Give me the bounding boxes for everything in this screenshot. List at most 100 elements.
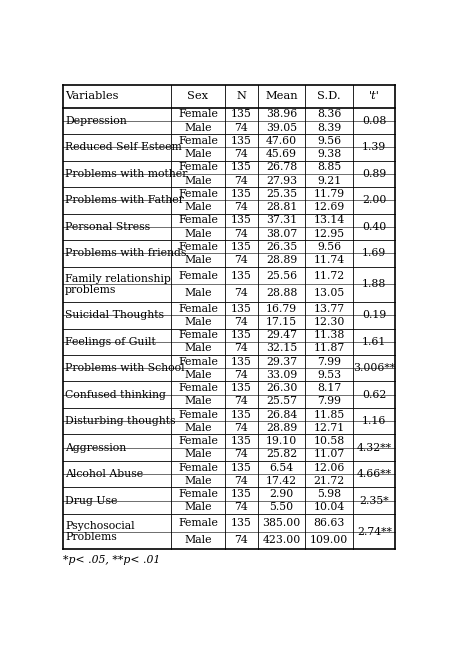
Text: Male: Male — [184, 502, 212, 513]
Text: 13.14: 13.14 — [314, 215, 345, 226]
Text: Female: Female — [178, 410, 218, 420]
Text: S.D.: S.D. — [318, 91, 341, 102]
Text: 0.08: 0.08 — [362, 116, 386, 126]
Text: 135: 135 — [231, 436, 252, 446]
Text: Female: Female — [178, 242, 218, 252]
Text: 28.89: 28.89 — [266, 423, 297, 433]
Text: 13.05: 13.05 — [314, 288, 345, 298]
Text: Male: Male — [184, 370, 212, 380]
Text: Depression: Depression — [65, 116, 127, 126]
Text: 135: 135 — [231, 356, 252, 367]
Text: Female: Female — [178, 330, 218, 340]
Text: 1.39: 1.39 — [362, 143, 386, 152]
Text: 1.69: 1.69 — [362, 248, 386, 259]
Text: Female: Female — [178, 489, 218, 499]
Text: Psychosocial
Problems: Psychosocial Problems — [65, 521, 135, 542]
Text: 1.16: 1.16 — [362, 416, 386, 426]
Text: 2.74**: 2.74** — [357, 527, 392, 537]
Text: Aggression: Aggression — [65, 443, 127, 453]
Text: 28.89: 28.89 — [266, 255, 297, 265]
Text: Female: Female — [178, 518, 218, 527]
Text: 135: 135 — [231, 189, 252, 199]
Text: 11.85: 11.85 — [314, 410, 345, 420]
Text: 0.62: 0.62 — [362, 389, 386, 400]
Text: Female: Female — [178, 215, 218, 226]
Text: 74: 74 — [234, 535, 248, 546]
Text: 33.09: 33.09 — [266, 370, 297, 380]
Text: 5.50: 5.50 — [269, 502, 293, 513]
Text: Male: Male — [184, 176, 212, 185]
Text: 25.57: 25.57 — [266, 397, 297, 406]
Text: Female: Female — [178, 383, 218, 393]
Text: 39.05: 39.05 — [266, 122, 297, 133]
Text: 4.32**: 4.32** — [357, 443, 392, 453]
Text: 29.47: 29.47 — [266, 330, 297, 340]
Text: Problems with friends: Problems with friends — [65, 248, 186, 259]
Text: 74: 74 — [234, 502, 248, 513]
Text: 3.006**: 3.006** — [353, 364, 395, 373]
Text: 74: 74 — [234, 343, 248, 353]
Text: 86.63: 86.63 — [314, 518, 345, 527]
Text: 12.95: 12.95 — [314, 229, 345, 238]
Text: 12.30: 12.30 — [314, 317, 345, 327]
Text: Female: Female — [178, 304, 218, 314]
Text: 32.15: 32.15 — [266, 343, 297, 353]
Text: 9.56: 9.56 — [317, 242, 341, 252]
Text: 6.54: 6.54 — [269, 463, 293, 472]
Text: 17.15: 17.15 — [266, 317, 297, 327]
Text: Female: Female — [178, 436, 218, 446]
Text: 26.30: 26.30 — [266, 383, 297, 393]
Text: 135: 135 — [231, 110, 252, 119]
Text: Male: Male — [184, 449, 212, 459]
Text: 11.38: 11.38 — [314, 330, 345, 340]
Text: Problems with School: Problems with School — [65, 364, 185, 373]
Text: Problems with mother: Problems with mother — [65, 169, 188, 179]
Text: Problems with Father: Problems with Father — [65, 196, 184, 205]
Text: 47.60: 47.60 — [266, 136, 297, 146]
Text: 74: 74 — [234, 229, 248, 238]
Text: 26.78: 26.78 — [266, 163, 297, 172]
Text: Female: Female — [178, 110, 218, 119]
Text: 29.37: 29.37 — [266, 356, 297, 367]
Text: 7.99: 7.99 — [317, 356, 341, 367]
Text: Male: Male — [184, 122, 212, 133]
Text: Male: Male — [184, 288, 212, 298]
Text: 9.53: 9.53 — [317, 370, 341, 380]
Text: Male: Male — [184, 343, 212, 353]
Text: 1.61: 1.61 — [362, 337, 386, 347]
Text: 1.88: 1.88 — [362, 279, 386, 290]
Text: 9.56: 9.56 — [317, 136, 341, 146]
Text: 28.88: 28.88 — [266, 288, 297, 298]
Text: Feelings of Guilt: Feelings of Guilt — [65, 337, 156, 347]
Text: 0.89: 0.89 — [362, 169, 386, 179]
Text: Alcohol Abuse: Alcohol Abuse — [65, 469, 143, 480]
Text: 74: 74 — [234, 397, 248, 406]
Text: 9.21: 9.21 — [317, 176, 341, 185]
Text: 423.00: 423.00 — [263, 535, 301, 546]
Text: Female: Female — [178, 189, 218, 199]
Text: *p< .05, **p< .01: *p< .05, **p< .01 — [63, 555, 160, 565]
Text: 385.00: 385.00 — [263, 518, 301, 527]
Text: Reduced Self Esteem: Reduced Self Esteem — [65, 143, 182, 152]
Text: 't': 't' — [369, 91, 380, 102]
Text: Male: Male — [184, 535, 212, 546]
Text: 28.81: 28.81 — [266, 202, 297, 212]
Text: 2.00: 2.00 — [362, 196, 386, 205]
Text: Male: Male — [184, 149, 212, 159]
Text: 17.42: 17.42 — [266, 476, 297, 486]
Text: 74: 74 — [234, 317, 248, 327]
Text: Variables: Variables — [65, 91, 118, 102]
Text: Male: Male — [184, 202, 212, 212]
Text: 74: 74 — [234, 449, 248, 459]
Text: Drug Use: Drug Use — [65, 496, 118, 505]
Text: 74: 74 — [234, 370, 248, 380]
Text: 135: 135 — [231, 383, 252, 393]
Text: 26.84: 26.84 — [266, 410, 297, 420]
Text: 74: 74 — [234, 423, 248, 433]
Text: 74: 74 — [234, 149, 248, 159]
Text: 135: 135 — [231, 330, 252, 340]
Text: 135: 135 — [231, 242, 252, 252]
Text: 21.72: 21.72 — [314, 476, 345, 486]
Text: 12.69: 12.69 — [314, 202, 345, 212]
Text: 2.90: 2.90 — [269, 489, 293, 499]
